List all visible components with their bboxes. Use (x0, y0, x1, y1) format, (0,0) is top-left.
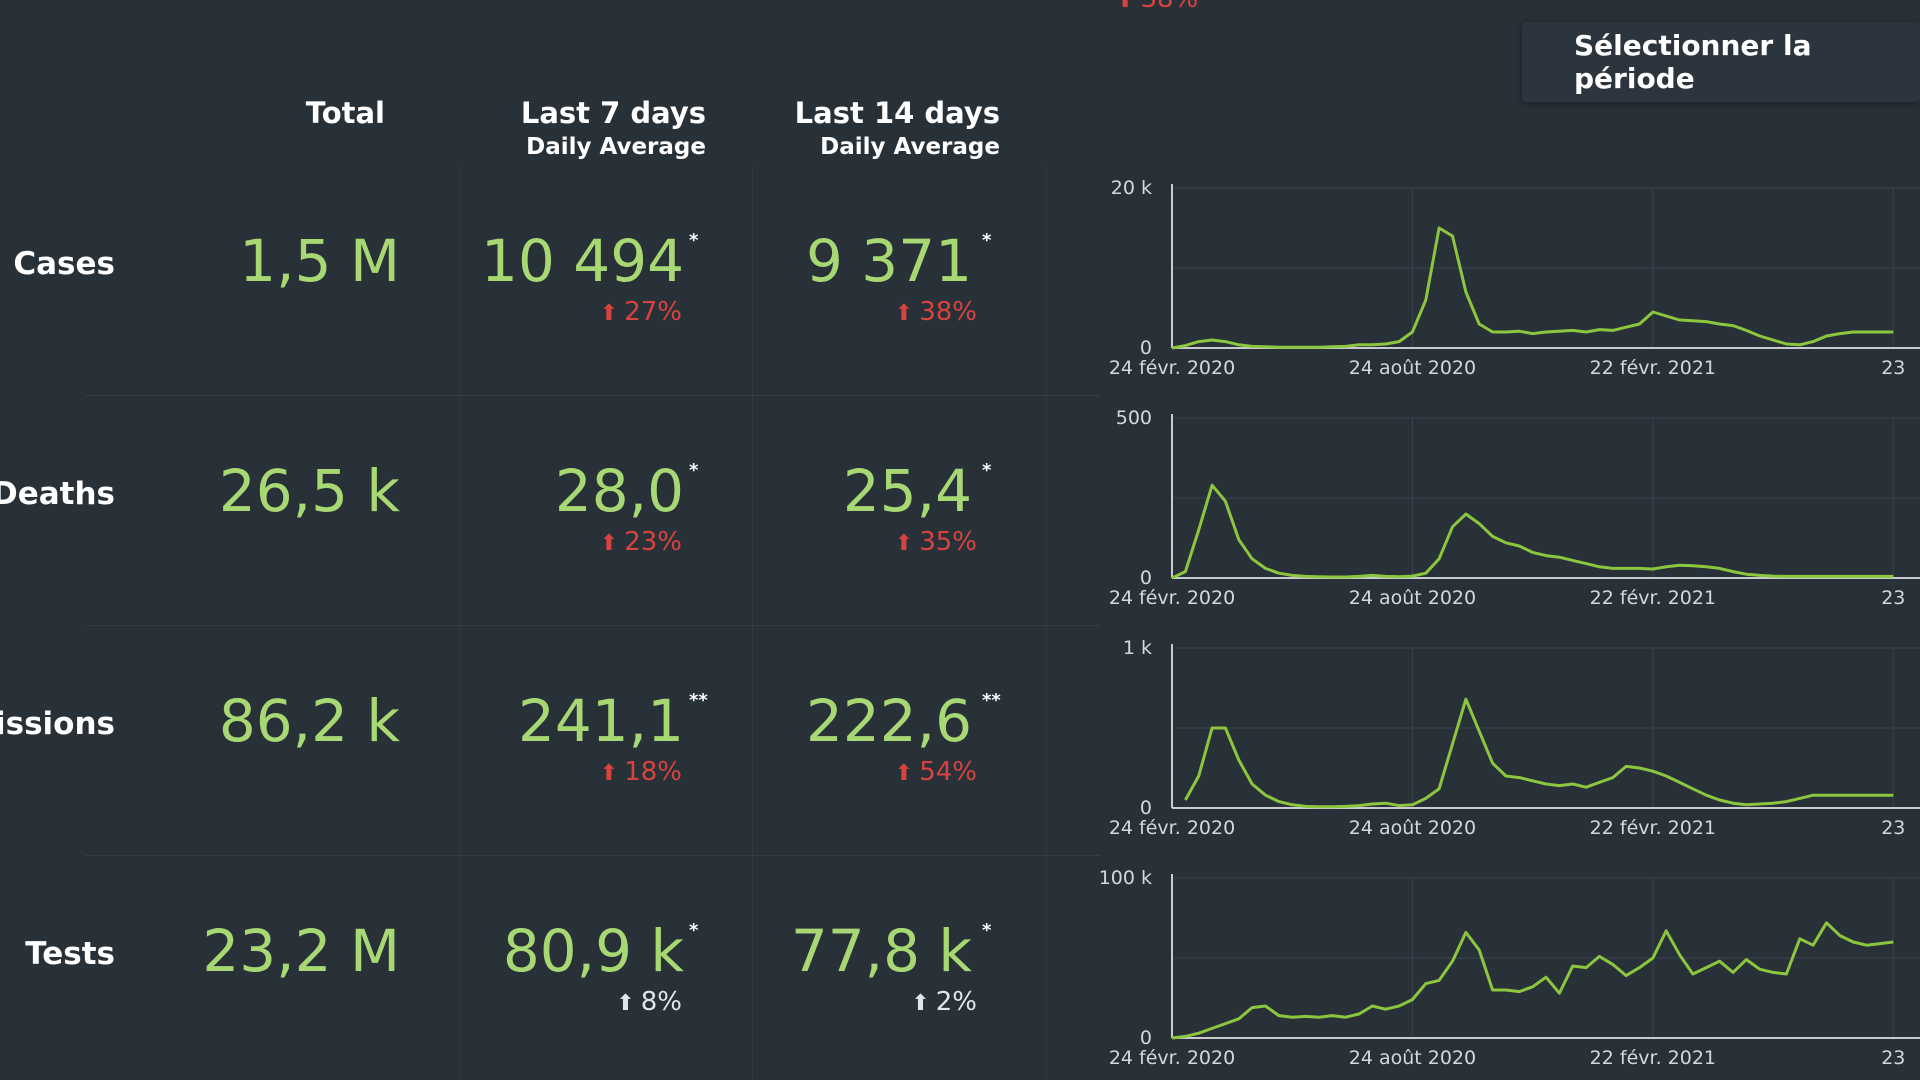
deaths-chart: 0 500 24 févr. 2020 24 août 2020 22 févr. 20… (1109, 407, 1920, 609)
column-divider (460, 165, 461, 1080)
x-tick-label: 22 févr. 2021 (1590, 1047, 1716, 1069)
series-line (1171, 226, 1894, 350)
footnote-marker: * (689, 230, 699, 251)
footnote-marker: * (982, 230, 992, 251)
x-tick-label: 23 (1881, 1047, 1905, 1069)
row-label-deaths: Deaths (0, 476, 115, 512)
avg14-value: 25,4 (842, 457, 972, 525)
select-period-button[interactable]: Sélectionner la période (1522, 22, 1920, 102)
row-divider (85, 855, 1100, 856)
header-total: Total (305, 96, 385, 130)
x-tick-label: 24 févr. 2020 (1109, 357, 1235, 379)
header-last-7-days: Last 7 days Daily Average (520, 96, 706, 160)
trend-7-days: ⬆ 23% (599, 527, 682, 557)
x-tick-label: 23 (1881, 587, 1905, 609)
column-divider (752, 165, 753, 1080)
footnote-marker: * (982, 460, 992, 481)
y-tick-label: 0 (1140, 337, 1152, 359)
total-value: 23,2 M (202, 917, 400, 985)
total-value: 26,5 k (218, 457, 400, 525)
trend-14-days: ⬆ 54% (894, 757, 977, 787)
x-tick-label: 24 févr. 2020 (1109, 587, 1235, 609)
footnote-marker: ** (689, 690, 708, 711)
cases-chart: 0 20 k 24 févr. 2020 24 août 2020 22 févr. 2… (1109, 177, 1920, 379)
trend-7-days: ⬆ 18% (599, 757, 682, 787)
row-label-cases: Cases (13, 246, 115, 282)
y-tick-label: 500 (1116, 407, 1152, 429)
x-tick-label: 22 févr. 2021 (1590, 817, 1716, 839)
avg14-value: 77,8 k (790, 917, 972, 985)
x-tick-label: 22 févr. 2021 (1590, 587, 1716, 609)
trend-14-days: ⬆ 2% (911, 987, 977, 1017)
y-tick-label: 0 (1140, 567, 1152, 589)
footnote-marker: * (689, 460, 699, 481)
x-tick-label: 24 févr. 2020 (1109, 817, 1235, 839)
total-value: 86,2 k (218, 687, 400, 755)
series-line (1171, 483, 1894, 580)
arrow-up-icon: ⬆ (599, 761, 619, 786)
y-tick-label: 100 k (1099, 867, 1152, 889)
x-tick-label: 24 août 2020 (1349, 1047, 1476, 1069)
row-label-admissions: missions (0, 706, 115, 742)
footnote-marker: ** (982, 690, 1001, 711)
series-line (1184, 697, 1894, 809)
avg7-value: 28,0 (554, 457, 684, 525)
x-tick-label: 24 août 2020 (1349, 817, 1476, 839)
row-divider (85, 395, 1100, 396)
admissions-chart: 0 1 k 24 févr. 2020 24 août 2020 22 févr. 20… (1109, 637, 1920, 839)
x-tick-label: 24 août 2020 (1349, 357, 1476, 379)
avg7-value: 80,9 k (502, 917, 684, 985)
footnote-marker: * (689, 920, 699, 941)
y-tick-label: 0 (1140, 797, 1152, 819)
x-tick-label: 23 (1881, 357, 1905, 379)
arrow-up-icon: ⬆ (894, 301, 914, 326)
footnote-marker: * (982, 920, 992, 941)
trend-14-days: ⬆ 38% (894, 297, 977, 327)
x-tick-label: 24 août 2020 (1349, 587, 1476, 609)
avg7-value: 10 494 (481, 227, 684, 295)
avg14-value: 222,6 (805, 687, 972, 755)
row-divider (85, 625, 1100, 626)
trend-7-days: ⬆ 27% (599, 297, 682, 327)
x-tick-label: 24 févr. 2020 (1109, 1047, 1235, 1069)
y-tick-label: 0 (1140, 1027, 1152, 1049)
arrow-up-icon: ⬆ (894, 761, 914, 786)
arrow-up-icon: ⬆ (599, 531, 619, 556)
x-tick-label: 22 févr. 2021 (1590, 357, 1716, 379)
row-label-tests: Tests (25, 936, 115, 972)
column-divider (1046, 165, 1047, 1080)
trend-14-days: ⬆ 35% (894, 527, 977, 557)
tests-chart: 0 100 k 24 févr. 2020 24 août 2020 22 févr. … (1099, 867, 1920, 1069)
top-trend-indicator: ⬆38% (1116, 0, 1198, 14)
arrow-up-icon: ⬆ (894, 531, 914, 556)
x-tick-label: 23 (1881, 817, 1905, 839)
arrow-up-icon: ⬆ (599, 301, 619, 326)
arrow-up-icon: ⬆ (1116, 0, 1135, 13)
arrow-up-icon: ⬆ (911, 991, 930, 1016)
y-tick-label: 20 k (1111, 177, 1152, 199)
series-line (1171, 921, 1894, 1040)
arrow-up-icon: ⬆ (616, 991, 635, 1016)
total-value: 1,5 M (239, 227, 400, 295)
avg7-value: 241,1 (517, 687, 684, 755)
y-tick-label: 1 k (1123, 637, 1152, 659)
avg14-value: 9 371 (805, 227, 972, 295)
header-last-14-days: Last 14 days Daily Average (794, 96, 1000, 160)
trend-7-days: ⬆ 8% (616, 987, 682, 1017)
